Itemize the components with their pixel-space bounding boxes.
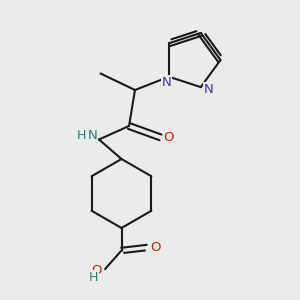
Text: N: N — [88, 129, 97, 142]
Text: H: H — [76, 129, 86, 142]
Text: H: H — [89, 271, 98, 284]
Text: N: N — [203, 83, 213, 96]
Text: O: O — [150, 241, 161, 254]
Text: N: N — [162, 76, 171, 89]
Text: O: O — [92, 264, 102, 277]
Text: O: O — [164, 131, 174, 144]
